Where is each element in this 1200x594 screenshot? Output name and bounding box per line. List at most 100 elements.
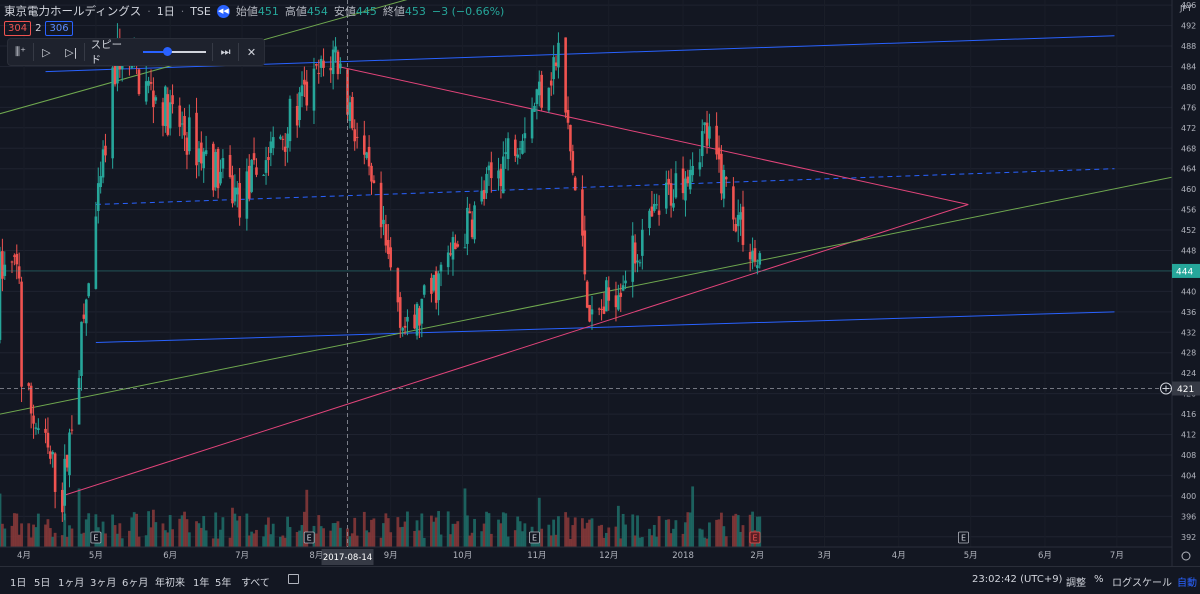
candle-body (228, 154, 232, 177)
open-label: 始値 (235, 5, 258, 18)
clock[interactable]: 23:02:42 (UTC+9) (972, 574, 1063, 585)
volume-bar (557, 516, 560, 547)
volume-bar (36, 513, 40, 547)
step-forward-icon[interactable]: ▷| (65, 45, 78, 59)
candle-body (197, 148, 201, 163)
volume-bar (415, 520, 419, 547)
candle-body (319, 58, 323, 68)
volume-bar (523, 523, 527, 547)
interval-label[interactable]: 1日 (156, 5, 175, 18)
speed-slider[interactable] (142, 47, 207, 56)
candle-body (384, 224, 388, 246)
volume-bar (554, 534, 558, 547)
sell-button[interactable]: 304 (4, 21, 32, 36)
time-tick-label: 8月 (309, 551, 323, 561)
volume-bar (51, 536, 55, 547)
volume-bar (571, 525, 575, 547)
candle-body (34, 427, 38, 429)
play-icon[interactable]: ▷ (42, 45, 51, 59)
volume-bar (739, 531, 742, 547)
volume-bar (540, 528, 544, 547)
volume-bar (233, 513, 237, 547)
candle-body (691, 165, 694, 176)
candle-body (17, 266, 21, 279)
range-5y[interactable]: 5年 (215, 578, 232, 589)
speed-slider-knob[interactable] (162, 47, 172, 56)
volume-bar (338, 527, 342, 547)
candle-body (456, 244, 460, 247)
volume-bar (463, 488, 467, 547)
auto-scale-toggle[interactable]: 自動 (1177, 578, 1197, 589)
candle-body (298, 92, 301, 120)
earnings-marker-label: E (532, 534, 537, 543)
jump-to-realtime-icon[interactable]: ⏭ (220, 45, 231, 58)
candle-body (363, 135, 366, 155)
candle-body (104, 145, 107, 156)
adjust-toggle[interactable]: 調整 (1066, 578, 1086, 589)
candle-body (633, 242, 637, 264)
goto-date-icon[interactable] (288, 574, 299, 584)
candle-body (279, 136, 282, 139)
volume-bar (705, 538, 709, 547)
price-tick-label: 404 (1181, 471, 1196, 480)
candle-body (432, 274, 436, 291)
volume-bar (430, 515, 433, 547)
range-1m[interactable]: 1ヶ月 (58, 578, 85, 589)
candle-body (638, 262, 642, 264)
volume-bar (655, 536, 659, 547)
candle-body (212, 143, 215, 191)
range-3m[interactable]: 3ヶ月 (90, 578, 117, 589)
time-tick-label: 10月 (453, 551, 472, 561)
candle-body (674, 173, 678, 198)
volume-bar (365, 530, 369, 547)
candle-body (648, 210, 651, 229)
time-tick-label: 3月 (818, 551, 832, 561)
candle-body (554, 62, 558, 66)
candle-body (708, 126, 711, 139)
range-ytd[interactable]: 年初来 (155, 578, 185, 589)
volume-bar (569, 538, 572, 547)
time-tick-label: 4月 (892, 551, 906, 561)
range-6m[interactable]: 6ヶ月 (122, 578, 149, 589)
close-icon[interactable]: ✕ (246, 45, 257, 59)
volume-bar (588, 519, 591, 547)
volume-bar (631, 514, 635, 547)
volume-bar (564, 512, 568, 547)
price-tick-label: 496 (1181, 1, 1196, 10)
price-tick-label: 480 (1181, 83, 1196, 92)
volume-bar (672, 528, 675, 547)
last-price-badge (1172, 263, 1200, 278)
candle-body (70, 429, 74, 431)
candle-body (585, 281, 589, 308)
log-scale-toggle[interactable]: ログスケール (1112, 578, 1172, 589)
divider (32, 43, 34, 61)
price-tick-label: 436 (1181, 308, 1196, 317)
symbol-name[interactable]: 東京電力ホールディングス (4, 4, 142, 18)
volume-bar (619, 538, 623, 547)
volume-bar (281, 535, 285, 547)
candle-body (449, 253, 452, 255)
volume-bar (183, 511, 186, 547)
volume-bar (80, 533, 83, 547)
percent-toggle[interactable]: % (1094, 574, 1104, 585)
candle-body (367, 146, 371, 167)
range-1y[interactable]: 1年 (193, 578, 210, 589)
candle-body (454, 242, 457, 250)
volume-bar (331, 523, 335, 547)
candle-body (396, 268, 400, 303)
candle-body (303, 79, 306, 85)
candle-body (13, 255, 16, 257)
replay-icon[interactable]: ◀◀ (216, 4, 230, 18)
candle-body (624, 280, 627, 284)
buy-button[interactable]: 306 (45, 21, 73, 36)
range-5d[interactable]: 5日 (34, 578, 51, 589)
volume-bar (731, 515, 735, 547)
range-1d[interactable]: 1日 (10, 578, 27, 589)
range-all[interactable]: すべて (241, 578, 270, 589)
select-bar-icon[interactable]: ⫼⁺ (15, 45, 26, 58)
candle-body (480, 190, 484, 202)
volume-bar (120, 538, 124, 547)
candle-body (703, 122, 706, 126)
candle-body (516, 154, 519, 158)
